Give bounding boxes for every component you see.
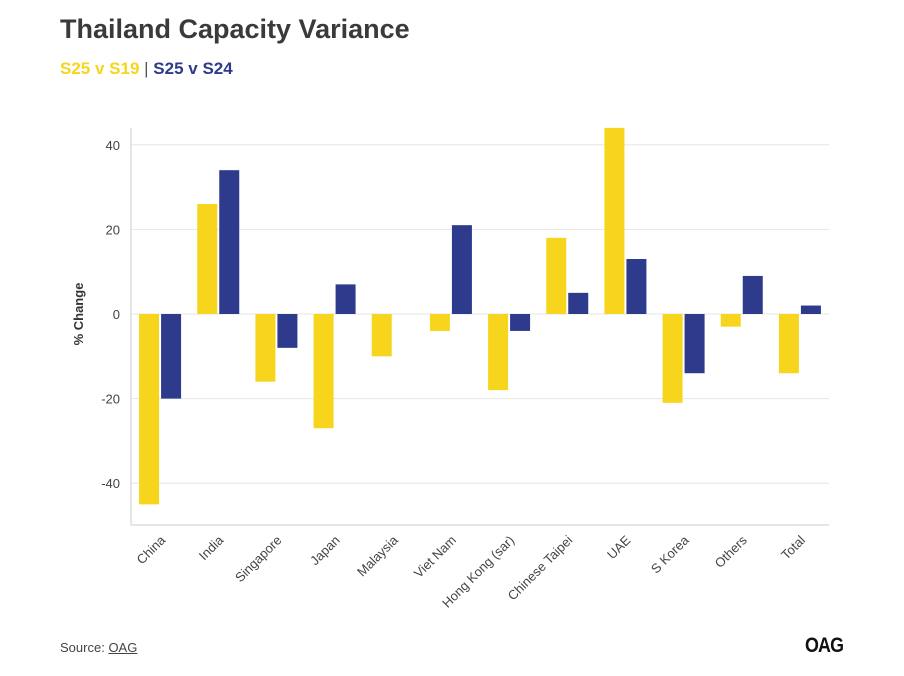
- source-link[interactable]: OAG: [108, 640, 138, 655]
- x-tick-label: Viet Nam: [411, 533, 459, 581]
- y-tick-label: -20: [101, 392, 120, 407]
- x-tick-label: Singapore: [232, 533, 285, 586]
- bar-series-b: [277, 314, 298, 348]
- oag-logo: OAG: [805, 634, 844, 657]
- bar-series-b: [161, 314, 182, 399]
- bar-series-b: [219, 170, 240, 314]
- x-tick-label: Total: [778, 532, 808, 562]
- bar-series-a: [720, 314, 741, 327]
- x-tick-label: China: [134, 532, 169, 567]
- x-tick-label: S Korea: [648, 532, 692, 576]
- bar-series-b: [684, 314, 705, 374]
- bar-series-a: [139, 314, 160, 505]
- legend-separator: |: [144, 59, 149, 78]
- x-tick-label: India: [196, 532, 227, 563]
- x-tick-label: UAE: [604, 532, 634, 562]
- bar-series-a: [255, 314, 276, 382]
- x-tick-label: Others: [712, 532, 751, 571]
- x-tick-label: Malaysia: [354, 532, 401, 579]
- bar-series-b: [800, 305, 821, 314]
- x-tick-label: Japan: [307, 533, 343, 569]
- y-tick-label: 0: [113, 307, 120, 322]
- source-note: Source: OAG: [60, 640, 137, 655]
- bar-series-a: [662, 314, 683, 403]
- bar-series-a: [371, 314, 392, 357]
- bar-series-a: [546, 237, 567, 314]
- bar-series-b: [626, 259, 647, 314]
- bar-series-a: [778, 314, 799, 374]
- source-prefix: Source:: [60, 640, 105, 655]
- chart-title: Thailand Capacity Variance: [60, 14, 410, 44]
- bar-series-b: [451, 225, 472, 314]
- y-tick-label: 40: [106, 138, 120, 153]
- y-tick-label: -40: [101, 476, 120, 491]
- legend-series-b: S25 v S24: [153, 59, 233, 78]
- bar-series-b: [568, 292, 589, 314]
- bar-series-a: [313, 314, 334, 429]
- y-tick-label: 20: [106, 222, 120, 237]
- bar-series-a: [429, 314, 450, 331]
- legend-series-a: S25 v S19: [60, 59, 140, 78]
- bar-series-a: [488, 314, 509, 391]
- chart-subtitle-legend: S25 v S19 | S25 v S24: [60, 59, 233, 79]
- bar-series-a: [604, 127, 625, 314]
- bar-series-b: [510, 314, 531, 331]
- bar-series-b: [335, 284, 356, 314]
- bar-series-a: [197, 204, 218, 314]
- y-axis-label: % Change: [71, 283, 86, 346]
- bar-series-b: [742, 275, 763, 314]
